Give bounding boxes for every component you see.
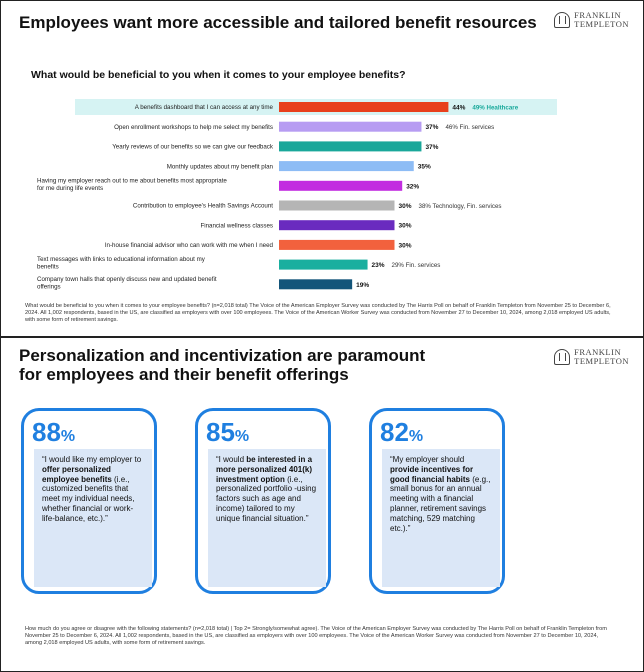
category-label: Monthly updates about my benefit plan [167,163,274,170]
value-label: 30% [399,223,412,230]
logo-line2: TEMPLETON [574,356,629,366]
category-label: Financial wellness classes [200,222,273,229]
slide-title: Personalization and incentivization are … [19,346,426,384]
value-label: 23% [372,262,385,269]
logo-line1: FRANKLIN [574,10,622,20]
value-label: 30% [399,242,412,249]
logo-line1: FRANKLIN [574,347,622,357]
franklin-templeton-logo: FRANKLIN TEMPLETON [554,348,629,366]
slide-personalization: Personalization and incentivization are … [0,337,644,672]
value-label: 44% [452,105,465,112]
stat-percent: 88% [32,417,76,447]
bar [279,200,395,211]
value-label: 30% [399,203,412,210]
stat-quote: “I would like my employer to offer perso… [34,449,152,587]
category-label: A benefits dashboard that I can access a… [135,104,274,111]
bar [279,220,395,231]
bar [279,180,403,191]
segment-annotation: 38% Technology, Fin. services [419,203,502,210]
bar [279,279,353,290]
category-label: Open enrollment workshops to help me sel… [114,124,273,131]
value-label: 35% [418,164,431,171]
slide-title: Employees want more accessible and tailo… [19,13,537,32]
chart-question: What would be beneficial to you when it … [31,69,406,81]
segment-annotation: 46% Fin. services [445,124,494,131]
stat-card-personalized-401k: 85% “I would be interested in a more per… [195,408,331,594]
stat-percent: 85% [206,417,250,447]
logo-line2: TEMPLETON [574,19,629,29]
category-label: Text messages with links to educational … [37,256,206,271]
value-label: 37% [425,144,438,151]
franklin-templeton-logo: FRANKLIN TEMPLETON [554,11,629,29]
bar [279,121,422,132]
stat-quote: “My employer should provide incentives f… [382,449,500,587]
bar [279,102,449,112]
slide-benefit-resources: Employees want more accessible and tailo… [0,0,644,337]
templeton-crest-icon [554,349,571,365]
category-label: In-house financial advisor who can work … [105,242,274,249]
bar [279,141,422,152]
stat-card-personalized-benefits: 88% “I would like my employer to offer p… [21,408,157,594]
value-label: 37% [425,124,438,131]
bar [279,239,395,250]
segment-annotation: 49% Healthcare [472,105,518,112]
category-label: Contribution to employee's Health Saving… [133,203,273,210]
slide2-footnote: How much do you agree or disagree with t… [25,626,607,646]
benefits-bar-chart: A benefits dashboard that I can access a… [37,99,557,291]
value-label: 32% [406,183,419,190]
stat-quote: “I would be interested in a more persona… [208,449,326,587]
category-label: Yearly reviews of our benefits so we can… [112,144,274,151]
value-label: 19% [356,282,369,289]
bar [279,259,368,270]
slide1-footnote: What would be beneficial to you when it … [25,303,611,323]
stat-card-financial-incentives: 82% “My employer should provide incentiv… [369,408,505,594]
bar [279,161,414,172]
category-label: Company town halls that openly discuss n… [37,276,217,291]
segment-annotation: 29% Fin. services [392,262,441,269]
category-label: Having my employer reach out to me about… [37,177,227,192]
templeton-crest-icon [554,12,571,28]
stat-percent: 82% [380,417,424,447]
